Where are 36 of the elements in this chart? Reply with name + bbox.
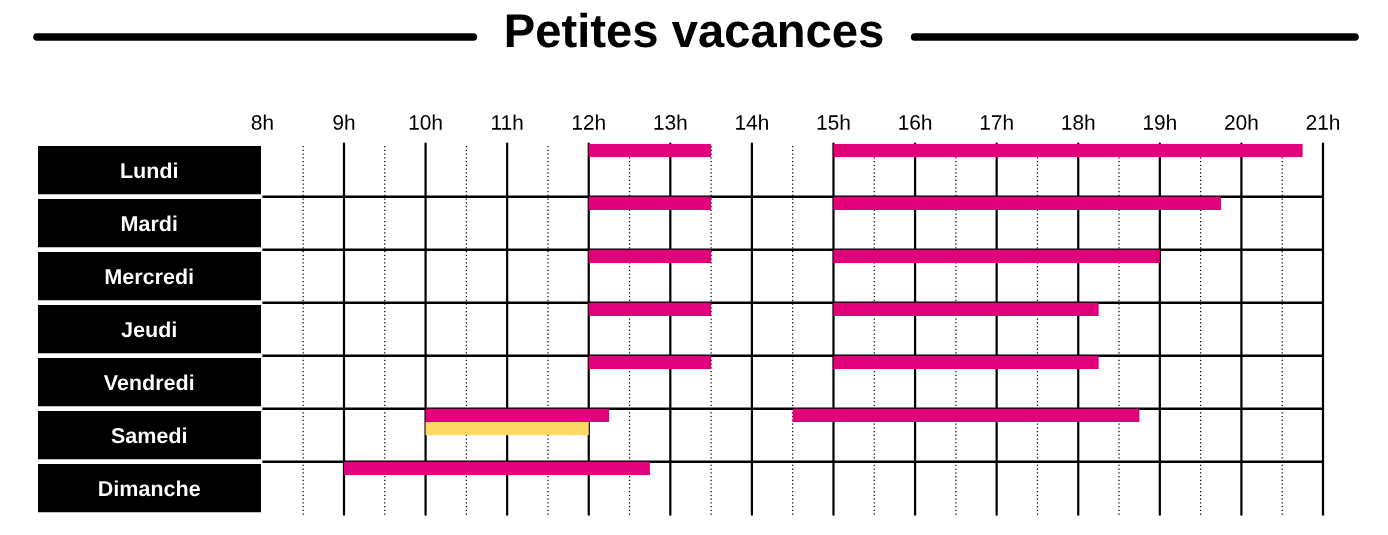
- x-tick-label: 12h: [572, 114, 605, 130]
- bar: [833, 143, 1303, 157]
- x-tick-label: 20h: [1225, 114, 1258, 130]
- x-tick-label: 10h: [409, 114, 442, 130]
- x-tick-label: 15h: [817, 114, 850, 130]
- bar: [343, 461, 650, 475]
- bar: [833, 249, 1160, 263]
- bar: [588, 355, 712, 369]
- x-tick-label: 14h: [736, 114, 768, 130]
- bar: [833, 196, 1222, 210]
- bar: [792, 408, 1140, 422]
- y-tick-label: Vendredi: [103, 374, 194, 391]
- bar: [833, 355, 1099, 369]
- y-tick-label: Mardi: [121, 215, 177, 232]
- bar: [425, 421, 589, 436]
- x-tick-label: 18h: [1062, 114, 1095, 130]
- y-tick-label: Mercredi: [105, 268, 193, 285]
- x-tick-label: 17h: [980, 114, 1013, 130]
- bar: [588, 143, 712, 157]
- bar: [588, 196, 712, 210]
- bar: [588, 302, 712, 316]
- x-tick-label: 21h: [1306, 114, 1340, 130]
- y-tick-label: Lundi: [121, 162, 177, 179]
- y-tick-label: Dimanche: [99, 480, 200, 497]
- chart-title: Petites vacances: [506, 12, 883, 48]
- x-tick-label: 8h: [251, 114, 273, 130]
- x-tick-label: 9h: [333, 114, 355, 130]
- x-tick-label: 11h: [492, 114, 523, 130]
- x-tick-label: 19h: [1144, 114, 1176, 130]
- bar: [425, 408, 610, 422]
- bar: [588, 249, 712, 263]
- y-tick-label: Samedi: [111, 427, 186, 444]
- x-tick-label: 16h: [899, 114, 932, 130]
- bar: [833, 302, 1099, 316]
- x-tick-label: 13h: [654, 114, 687, 130]
- y-tick-label: Jeudi: [121, 321, 176, 338]
